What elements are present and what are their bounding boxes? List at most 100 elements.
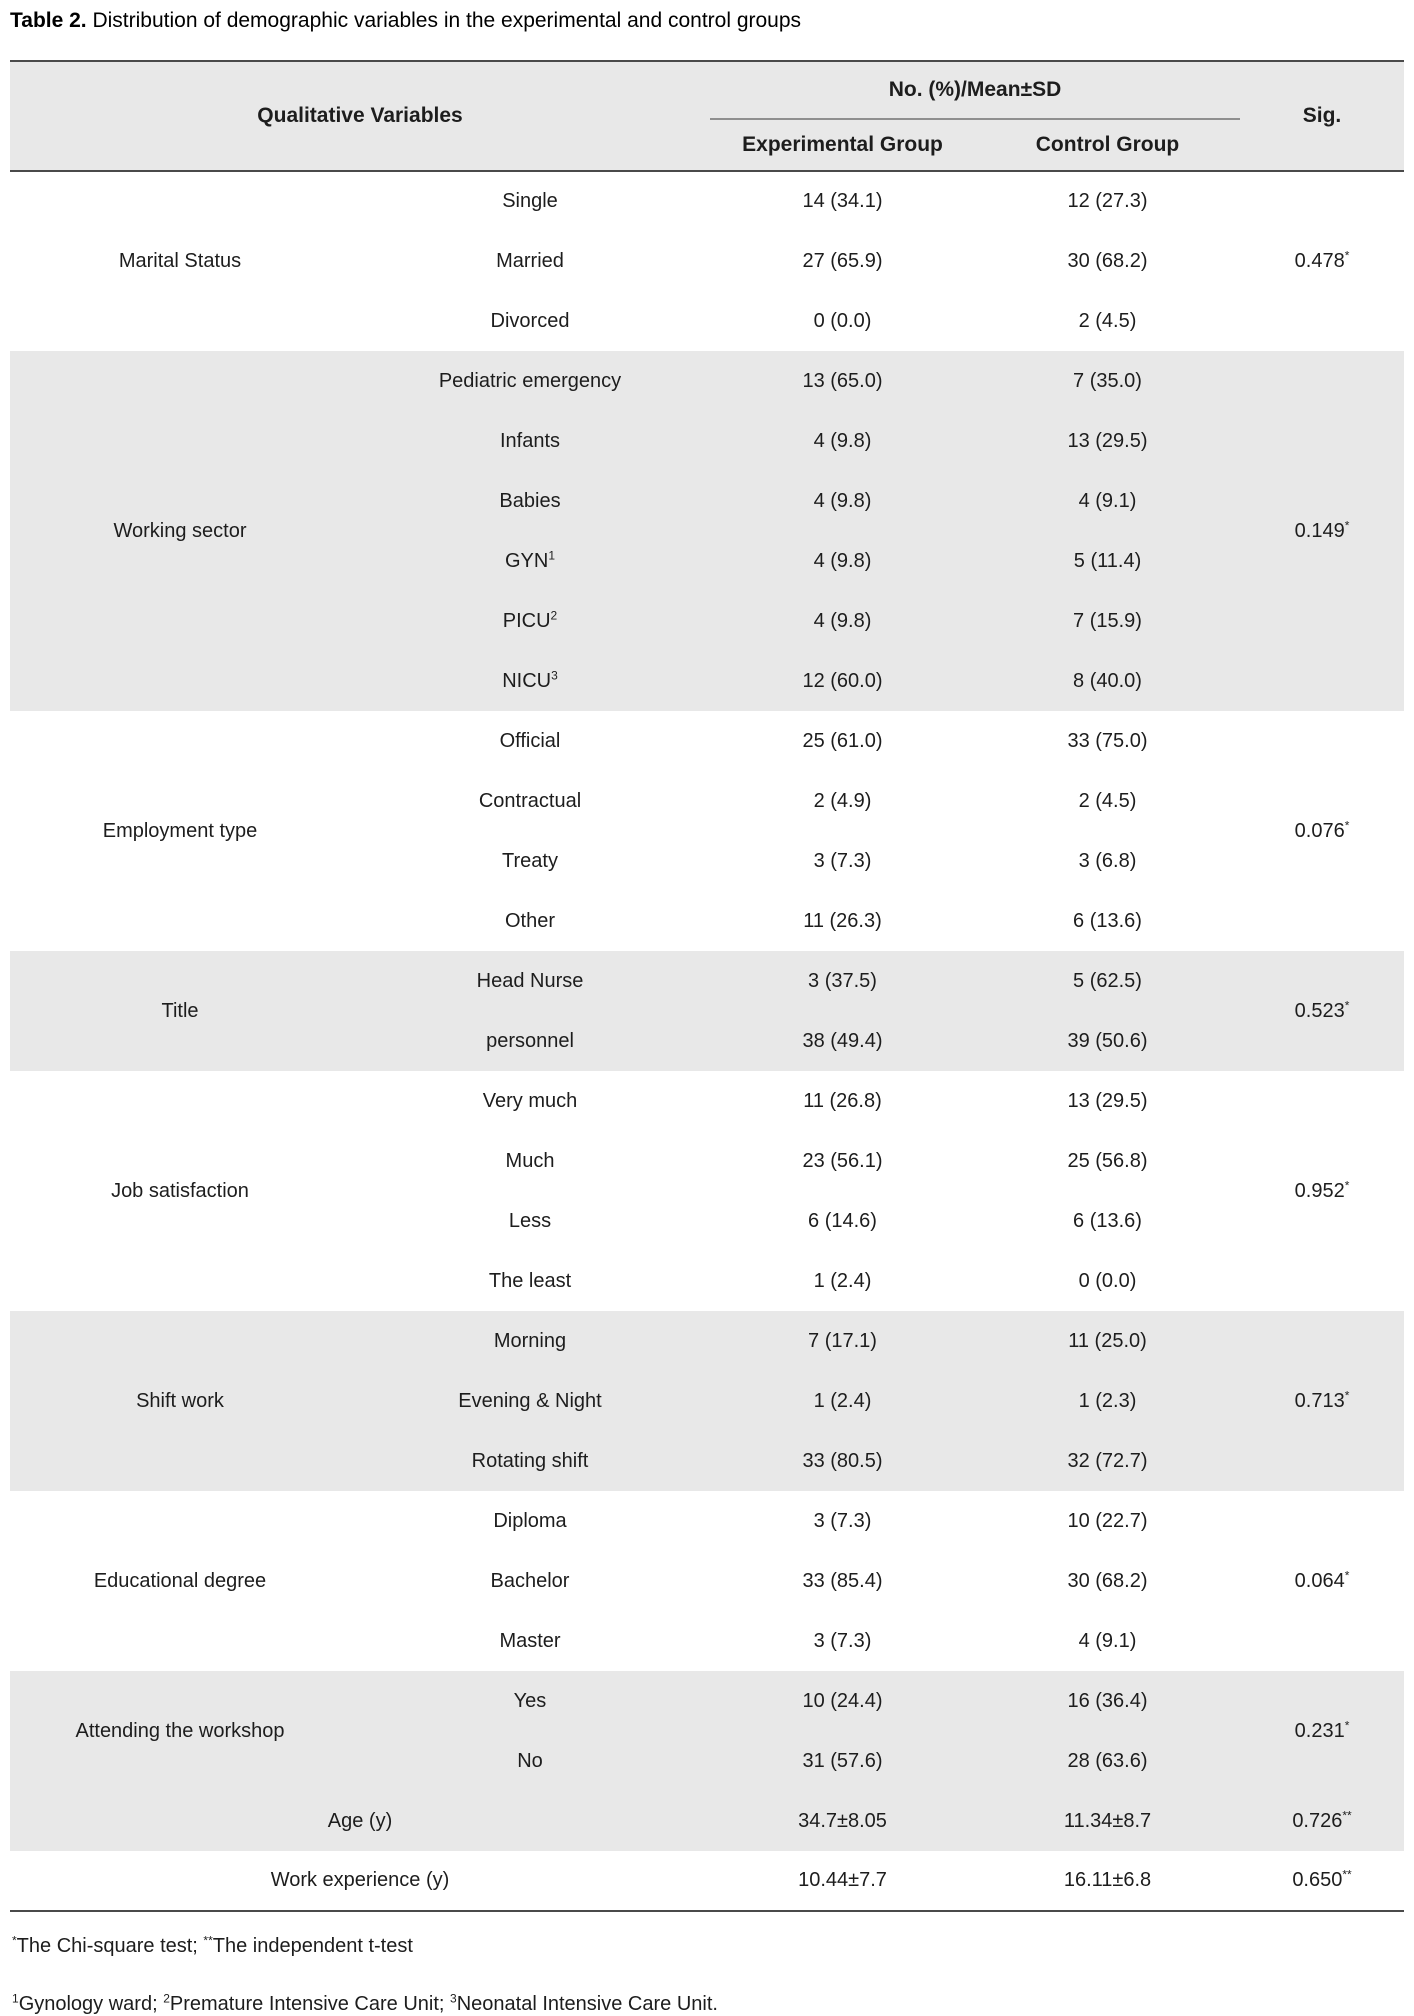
- experimental-value: 4 (9.8): [710, 591, 975, 651]
- category-label: Rotating shift: [471, 1449, 589, 1472]
- category-label: Much: [505, 1149, 555, 1172]
- category-label: Single: [502, 190, 558, 212]
- sig-marker: **: [1342, 1807, 1352, 1822]
- category-cell: Less: [350, 1191, 710, 1251]
- sig-value: 0.713: [1294, 1389, 1345, 1412]
- category-superscript: 1: [548, 547, 556, 562]
- control-value: 32 (72.7): [975, 1431, 1241, 1491]
- category-cell: No: [350, 1731, 710, 1791]
- experimental-value: 13 (65.0): [710, 351, 975, 411]
- control-value: 4 (9.1): [975, 1611, 1241, 1671]
- experimental-value: 2 (4.9): [710, 771, 975, 831]
- table-row: Shift work Morning 7 (17.1) 11 (25.0) 0.713*: [10, 1311, 1405, 1491]
- demographics-table: Qualitative Variables No. (%)/Mean±SD Si…: [10, 60, 1405, 1912]
- experimental-value: 11 (26.8): [710, 1071, 975, 1131]
- category-cell: Rotating shift: [350, 1431, 710, 1491]
- experimental-value: 4 (9.8): [710, 411, 975, 471]
- category-cell: Diploma: [350, 1491, 710, 1551]
- category-cell: Very much: [350, 1071, 710, 1131]
- control-value: 33 (75.0): [975, 711, 1241, 771]
- footnote-abbreviations: 1Gynology ward; 2Premature Intensive Car…: [12, 1992, 1404, 2016]
- control-value: 7 (35.0): [975, 351, 1241, 411]
- category-cell: Single: [350, 170, 710, 231]
- table-row: Infants 4 (9.8) 13 (29.5): [10, 411, 1404, 471]
- footnote-text: Premature Intensive Care Unit;: [169, 1993, 451, 2015]
- category-label: Bachelor: [490, 1569, 570, 1592]
- variable-group-label: Shift work: [10, 1311, 350, 1491]
- control-value: 13 (29.5): [975, 1071, 1241, 1131]
- table-row: The least 1 (2.4) 0 (0.0): [10, 1251, 1404, 1311]
- control-value: 7 (15.9): [975, 591, 1241, 651]
- control-value: 11 (25.0): [975, 1311, 1241, 1371]
- sig-marker: *: [1344, 997, 1350, 1012]
- footnote-tests: *The Chi-square test; **The independent …: [12, 1934, 1404, 1958]
- category-superscript: 3: [551, 667, 558, 682]
- control-value: 30 (68.2): [975, 1551, 1241, 1611]
- category-cell: Yes: [350, 1671, 710, 1731]
- table-row: Bachelor 33 (85.4) 30 (68.2): [10, 1551, 1404, 1611]
- sig-marker: *: [1344, 1387, 1350, 1402]
- control-value: 5 (11.4): [975, 531, 1241, 591]
- table-header: Qualitative Variables No. (%)/Mean±SD Si…: [10, 61, 1405, 171]
- experimental-value: 10.44±7.7: [710, 1851, 975, 1911]
- variable-group-label: Title: [10, 951, 350, 1071]
- variable-group-label: Working sector: [10, 351, 350, 711]
- control-value: 5 (62.5): [975, 951, 1241, 1011]
- sig-cell: 0.523*: [1240, 951, 1405, 1071]
- category-cell: Much: [350, 1131, 710, 1191]
- experimental-value: 27 (65.9): [710, 231, 975, 291]
- variable-group-label: Marital Status: [10, 170, 350, 351]
- category-label: Treaty: [502, 849, 558, 872]
- experimental-value: 33 (80.5): [710, 1431, 975, 1491]
- variable-group-label: Job satisfaction: [10, 1071, 350, 1311]
- sig-value: 0.064: [1294, 1569, 1345, 1592]
- footnote-text: The independent t-test: [212, 1935, 413, 1957]
- table-row: Treaty 3 (7.3) 3 (6.8): [10, 831, 1404, 891]
- sig-value: 0.650: [1292, 1869, 1343, 1891]
- table-row: Age (y) 34.7±8.05 11.34±8.7 0.726**: [10, 1791, 1405, 1851]
- control-value: 8 (40.0): [975, 651, 1241, 711]
- footnote-text: The Chi-square test;: [16, 1935, 204, 1957]
- table-row: Title Head Nurse 3 (37.5) 5 (62.5) 0.523*: [10, 951, 1405, 1071]
- variable-group-label: Employment type: [10, 711, 350, 951]
- sig-cell: 0.064*: [1240, 1491, 1405, 1671]
- sig-marker: *: [1344, 1177, 1350, 1192]
- category-label: Infants: [499, 429, 561, 452]
- experimental-value: 10 (24.4): [710, 1671, 975, 1731]
- table-row: Attending the workshop Yes 10 (24.4) 16 (36…: [10, 1671, 1405, 1791]
- experimental-value: 31 (57.6): [710, 1731, 975, 1791]
- table-row: Contractual 2 (4.9) 2 (4.5): [10, 771, 1404, 831]
- category-cell: NICU3: [350, 651, 710, 711]
- category-cell: PICU2: [350, 591, 710, 651]
- experimental-value: 38 (49.4): [710, 1011, 975, 1071]
- sig-value: 0.523: [1294, 999, 1345, 1022]
- header-row-1: Qualitative Variables No. (%)/Mean±SD Si…: [10, 61, 1405, 171]
- sig-value: 0.478: [1294, 250, 1345, 272]
- category-cell: personnel: [350, 1011, 710, 1071]
- category-label: Divorced: [490, 309, 570, 332]
- category-label: NICU: [502, 669, 552, 692]
- sig-value: 0.231: [1294, 1719, 1345, 1742]
- table-row: PICU2 4 (9.8) 7 (15.9): [10, 591, 1404, 651]
- table-caption-text: Distribution of demographic variables in…: [86, 9, 802, 32]
- sig-cell: 0.231*: [1240, 1671, 1405, 1791]
- category-cell: The least: [350, 1251, 710, 1311]
- table-row: Divorced 0 (0.0) 2 (4.5): [10, 291, 1404, 351]
- category-cell: Infants: [350, 411, 710, 471]
- category-label: Other: [504, 909, 556, 932]
- experimental-value: 4 (9.8): [710, 471, 975, 531]
- sig-cell: 0.650**: [1240, 1851, 1405, 1911]
- experimental-value: 3 (7.3): [710, 1491, 975, 1551]
- category-label: No: [517, 1749, 543, 1772]
- control-value: 16 (36.4): [975, 1671, 1241, 1731]
- category-label: Master: [499, 1629, 561, 1652]
- experimental-value: 7 (17.1): [710, 1311, 975, 1371]
- experimental-value: 23 (56.1): [710, 1131, 975, 1191]
- table-row: GYN1 4 (9.8) 5 (11.4): [10, 531, 1404, 591]
- footnote-marker: 1: [12, 1991, 19, 2006]
- experimental-value: 0 (0.0): [710, 291, 975, 351]
- category-label: Head Nurse: [476, 969, 584, 992]
- sig-marker: *: [1344, 1717, 1350, 1732]
- sig-cell: 0.726**: [1240, 1791, 1405, 1851]
- category-label: GYN: [504, 549, 549, 572]
